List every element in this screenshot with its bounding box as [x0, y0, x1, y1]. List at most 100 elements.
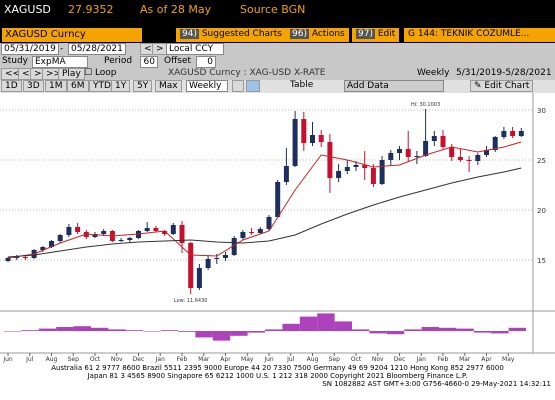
candle-body — [510, 131, 516, 136]
range-button[interactable]: 3D — [23, 80, 44, 92]
indicator-bar — [212, 331, 231, 341]
footer: Australia 61 2 9777 8600 Brazil 5511 239… — [0, 364, 555, 400]
indicator-bar — [21, 330, 39, 331]
moving-average — [7, 167, 522, 258]
range-button[interactable]: 1D — [1, 80, 22, 92]
period[interactable]: 60 — [140, 56, 158, 68]
tool-button[interactable] — [232, 80, 244, 92]
offset-label: Offset — [164, 56, 192, 66]
chart: 15 20 25 30 Jun Jul Aug Sep Oct Nov Dec Jan Feb Mar Ap… — [0, 93, 555, 363]
candle-body — [327, 142, 333, 178]
candle-body — [275, 182, 281, 217]
x-tick-label: Nov — [111, 356, 123, 363]
range-button[interactable]: 1Y — [111, 80, 131, 92]
candle-body — [484, 150, 489, 155]
table-button[interactable]: Table — [290, 80, 314, 90]
header-bar: XAGUSD 27.9352 As of 28 May Source BGN — [0, 0, 555, 27]
y-tick-label: 20 — [537, 207, 546, 215]
date-row: 05/31/2019 - 05/28/2021 < > Local CCY — [0, 43, 555, 56]
indicator-bar — [38, 328, 57, 331]
indicator-bar — [143, 331, 161, 332]
date-range: 5/31/2019-5/28/2021 — [456, 68, 552, 78]
indicator-bar — [508, 327, 526, 331]
end-date[interactable]: 05/28/2021 — [68, 43, 126, 55]
start-date[interactable]: 05/31/2019 — [1, 43, 59, 55]
candle-body — [440, 136, 446, 147]
candle-body — [318, 135, 324, 142]
candle-body — [214, 258, 220, 259]
study-name[interactable]: ExpMA — [32, 56, 88, 68]
annotation: Hi: 30.1003 — [411, 102, 440, 108]
x-tick-label: Oct — [90, 356, 101, 363]
range-button[interactable]: YTD — [89, 80, 115, 92]
indicator-bar — [282, 323, 300, 331]
edit-chart-label: Edit Chart — [484, 81, 530, 91]
y-tick-label: 25 — [537, 157, 546, 165]
candle-body — [162, 231, 168, 234]
offset[interactable]: 0 — [196, 56, 216, 68]
candle-body — [231, 238, 237, 255]
security-input[interactable]: XAGUSD Curncy — [2, 28, 142, 42]
candle-body — [127, 238, 133, 240]
menu-button[interactable]: G 144: TEKNIK COZUMLE... — [404, 28, 555, 42]
candle-body — [75, 227, 81, 232]
range-button[interactable]: Max — [155, 80, 182, 92]
candle-body — [405, 149, 411, 157]
x-tick-label: Mar — [459, 356, 471, 363]
date-sep: - — [60, 44, 64, 54]
indicator-bar — [195, 331, 213, 338]
x-tick-label: Nov — [372, 356, 384, 363]
x-tick-label: Sep — [68, 356, 80, 363]
frequency-select[interactable]: Weekly — [186, 80, 228, 92]
indicator-bar — [369, 331, 387, 334]
x-tick-label: Jul — [25, 356, 34, 363]
candle-body — [466, 160, 472, 161]
candle-body — [336, 171, 342, 178]
menu-label: Suggested Charts — [201, 29, 282, 39]
menu-label: Edit — [377, 29, 396, 39]
footer-line: SN 1082882 AST GMT+3:00 G756-4660-0 29-M… — [322, 380, 551, 388]
x-tick-label: Aug — [46, 356, 58, 363]
x-tick-label: Feb — [438, 356, 449, 363]
loop-label: Loop — [94, 68, 117, 78]
range-button[interactable]: 6M — [67, 80, 89, 92]
menu-button[interactable]: 94) Suggested Charts — [176, 28, 286, 42]
indicator-bar — [299, 316, 318, 331]
menu-button[interactable]: 96) Actions — [286, 28, 349, 42]
x-tick-label: Apr — [220, 356, 231, 363]
candle-body — [101, 231, 107, 234]
candle-body — [144, 228, 150, 231]
candle-body — [379, 160, 385, 184]
edit-chart-button[interactable]: ✎ Edit Chart — [470, 80, 534, 92]
x-tick-label: Apr — [481, 356, 492, 363]
play-button[interactable]: Play — [58, 68, 85, 80]
indicator-bar — [456, 328, 474, 331]
currency[interactable]: Local CCY — [166, 43, 224, 55]
loop-toggle[interactable]: ☐ Loop — [84, 68, 117, 78]
indicator-bar — [265, 329, 283, 331]
x-tick-label: Dec — [133, 356, 145, 363]
candle-body — [249, 232, 255, 233]
add-data[interactable]: Add Data — [344, 80, 444, 92]
menu-button[interactable]: 97) Edit — [352, 28, 400, 42]
candle-body — [205, 259, 211, 268]
indicator-bar — [56, 327, 74, 331]
indicator-bar — [317, 313, 335, 331]
candle-body — [414, 156, 420, 157]
tool-button[interactable] — [246, 80, 260, 92]
annotation: Low: 11.6430 — [174, 298, 208, 304]
x-tick-label: Oct — [351, 356, 362, 363]
indicator-bar — [421, 327, 439, 331]
source: Source BGN — [240, 3, 306, 16]
indicator-bar — [178, 331, 196, 332]
menu-label: TEKNIK COZUMLE... — [440, 29, 530, 39]
candle-body — [423, 141, 429, 156]
back-button[interactable]: < — [18, 68, 34, 80]
x-tick-label: Feb — [177, 356, 188, 363]
range-button[interactable]: 1M — [45, 80, 67, 92]
menu-bar: XAGUSD Curncy 94) Suggested Charts 96) A… — [0, 27, 555, 43]
candle-body — [292, 119, 298, 166]
candle-body — [179, 225, 185, 243]
range-button[interactable]: 5Y — [133, 80, 153, 92]
